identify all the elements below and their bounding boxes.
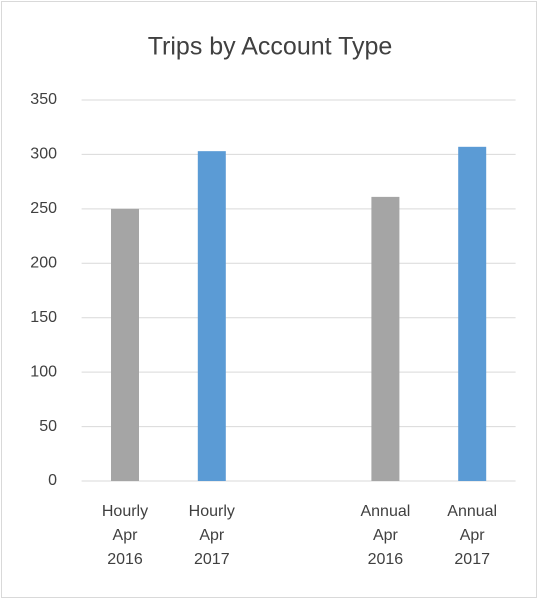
y-tick-label: 150: [30, 309, 57, 326]
x-tick-label: Hourly Apr 2016: [101, 503, 149, 568]
y-tick-label: 250: [30, 200, 57, 217]
y-tick-label: 0: [48, 472, 57, 489]
chart-title: Trips by Account Type: [148, 33, 393, 61]
y-tick-label: 100: [30, 363, 57, 380]
bar: [197, 151, 226, 482]
bar: [111, 208, 139, 481]
y-tick-label: 50: [39, 418, 57, 435]
bar: [371, 196, 400, 481]
y-tick-label: 350: [30, 91, 57, 108]
x-tick-label: Annual Apr 2017: [447, 503, 498, 568]
x-tick-label: Annual Apr 2016: [360, 503, 411, 568]
y-tick-label: 200: [30, 255, 57, 272]
y-tick-label: 300: [30, 146, 57, 163]
x-tick-label: Hourly Apr 2017: [188, 503, 235, 568]
bar: [458, 146, 487, 481]
